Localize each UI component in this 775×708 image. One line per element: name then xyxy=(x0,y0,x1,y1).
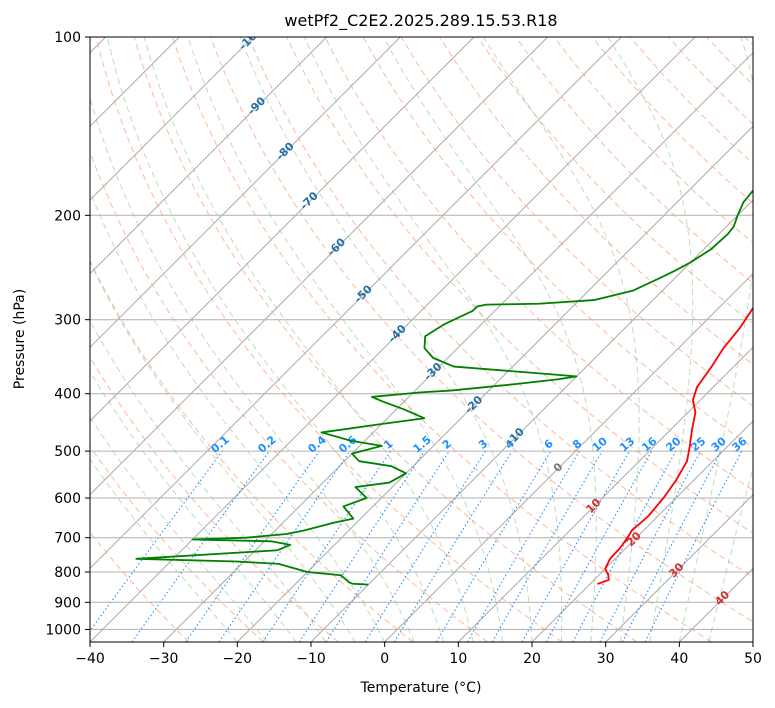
x-axis-label: Temperature (°C) xyxy=(360,680,482,696)
x-tick-label: 30 xyxy=(597,651,615,667)
dry-adiabat-line xyxy=(286,37,753,534)
mixing-ratio-line xyxy=(90,450,223,632)
x-tick-label: 40 xyxy=(670,651,688,667)
mixing-ratio-line xyxy=(185,450,320,642)
isotherm-line xyxy=(90,37,475,422)
sounding-series xyxy=(135,189,753,586)
y-axis-ticks: 100 200 300 400 500 600 700 800 900 1000 xyxy=(45,30,90,638)
isotherm-line xyxy=(237,125,753,642)
moist-adiabat-line xyxy=(708,466,753,642)
y-tick-label: 900 xyxy=(54,595,81,611)
moist-adiabat-line xyxy=(607,37,694,642)
dry-adiabat-line xyxy=(90,356,339,642)
moist-adiabat-line xyxy=(90,260,356,642)
y-tick-label: 600 xyxy=(54,491,81,507)
x-tick-label: 50 xyxy=(744,651,762,667)
mixing-ratio-line xyxy=(218,450,351,642)
x-tick-label: −40 xyxy=(75,651,105,667)
isotherm-line xyxy=(163,52,753,642)
x-tick-label: −10 xyxy=(296,651,326,667)
dry-adiabat-line xyxy=(133,37,638,642)
dry-adiabat-line xyxy=(90,531,190,642)
pressure-grid-lines xyxy=(90,37,753,630)
x-tick-label: 20 xyxy=(523,651,541,667)
moist-adiabat-lines xyxy=(90,37,753,642)
isotherm-line xyxy=(531,420,753,642)
isotherm-line xyxy=(605,494,753,642)
moist-adiabat-line xyxy=(239,37,533,642)
y-tick-label: 100 xyxy=(54,30,81,46)
isotherm-line xyxy=(90,37,401,348)
mixing-ratio-line xyxy=(393,450,513,642)
isotherm-line xyxy=(90,37,696,642)
dry-adiabat-line xyxy=(95,37,563,642)
isotherm-lines xyxy=(90,37,753,642)
mixing-ratio-line xyxy=(262,450,392,642)
x-tick-label: −30 xyxy=(149,651,179,667)
y-tick-label: 700 xyxy=(54,531,81,547)
dry-adiabat-line xyxy=(438,37,753,366)
moist-adiabat-line xyxy=(482,37,640,642)
moist-adiabat-line xyxy=(383,37,597,642)
isotherm-line xyxy=(458,346,753,642)
moist-adiabat-line xyxy=(90,370,297,642)
x-tick-label: 0 xyxy=(380,651,389,667)
dewpoint-line xyxy=(135,189,753,586)
isotherm-line xyxy=(310,199,753,642)
y-tick-label: 300 xyxy=(54,313,81,329)
x-axis-ticks: −40 −30 −20 −10 0 10 20 30 40 50 xyxy=(75,642,762,667)
mixing-ratio-line xyxy=(521,450,630,642)
mixing-ratio-lines xyxy=(90,450,743,642)
isotherm-line xyxy=(90,37,622,569)
mixing-ratio-line xyxy=(298,450,425,642)
x-tick-label: 10 xyxy=(449,651,467,667)
moist-adiabat-line xyxy=(106,37,445,642)
mixing-ratio-line xyxy=(644,450,743,642)
mixing-ratio-line xyxy=(131,450,270,642)
y-tick-label: 400 xyxy=(54,387,81,403)
mixing-ratio-line xyxy=(325,450,450,642)
dry-adiabat-line xyxy=(90,445,264,642)
x-tick-label: −20 xyxy=(223,651,253,667)
moist-adiabat-line xyxy=(90,189,386,642)
dry-adiabat-line xyxy=(324,37,753,491)
y-tick-label: 800 xyxy=(54,565,81,581)
moist-adiabat-line xyxy=(303,37,563,642)
chart-title: wetPf2_C2E2.2025.289.15.53.R18 xyxy=(284,11,557,31)
moist-adiabat-line xyxy=(90,319,327,642)
y-tick-label: 1000 xyxy=(45,622,81,638)
isotherm-line xyxy=(90,37,549,496)
dry-adiabat-line xyxy=(209,37,753,623)
plot-frame xyxy=(89,36,754,643)
moist-adiabat-line xyxy=(90,96,415,642)
moist-adiabat-line xyxy=(90,458,238,642)
moist-adiabat-line xyxy=(678,37,753,642)
moist-adiabat-line xyxy=(187,37,504,642)
y-tick-label: 200 xyxy=(54,208,81,224)
dry-adiabat-lines xyxy=(90,37,753,642)
temperature-line xyxy=(597,306,753,585)
dry-adiabat-line xyxy=(476,37,753,325)
moist-adiabat-line xyxy=(143,37,474,642)
mixing-ratio-line xyxy=(545,450,653,642)
dry-adiabat-line xyxy=(90,259,414,642)
y-tick-label: 500 xyxy=(54,444,81,460)
moist-adiabat-line xyxy=(90,416,268,642)
dry-adiabat-line xyxy=(248,37,753,578)
dry-adiabat-line xyxy=(90,150,488,642)
y-axis-label: Pressure (hPa) xyxy=(12,289,28,389)
mixing-ratio-line xyxy=(572,450,677,642)
